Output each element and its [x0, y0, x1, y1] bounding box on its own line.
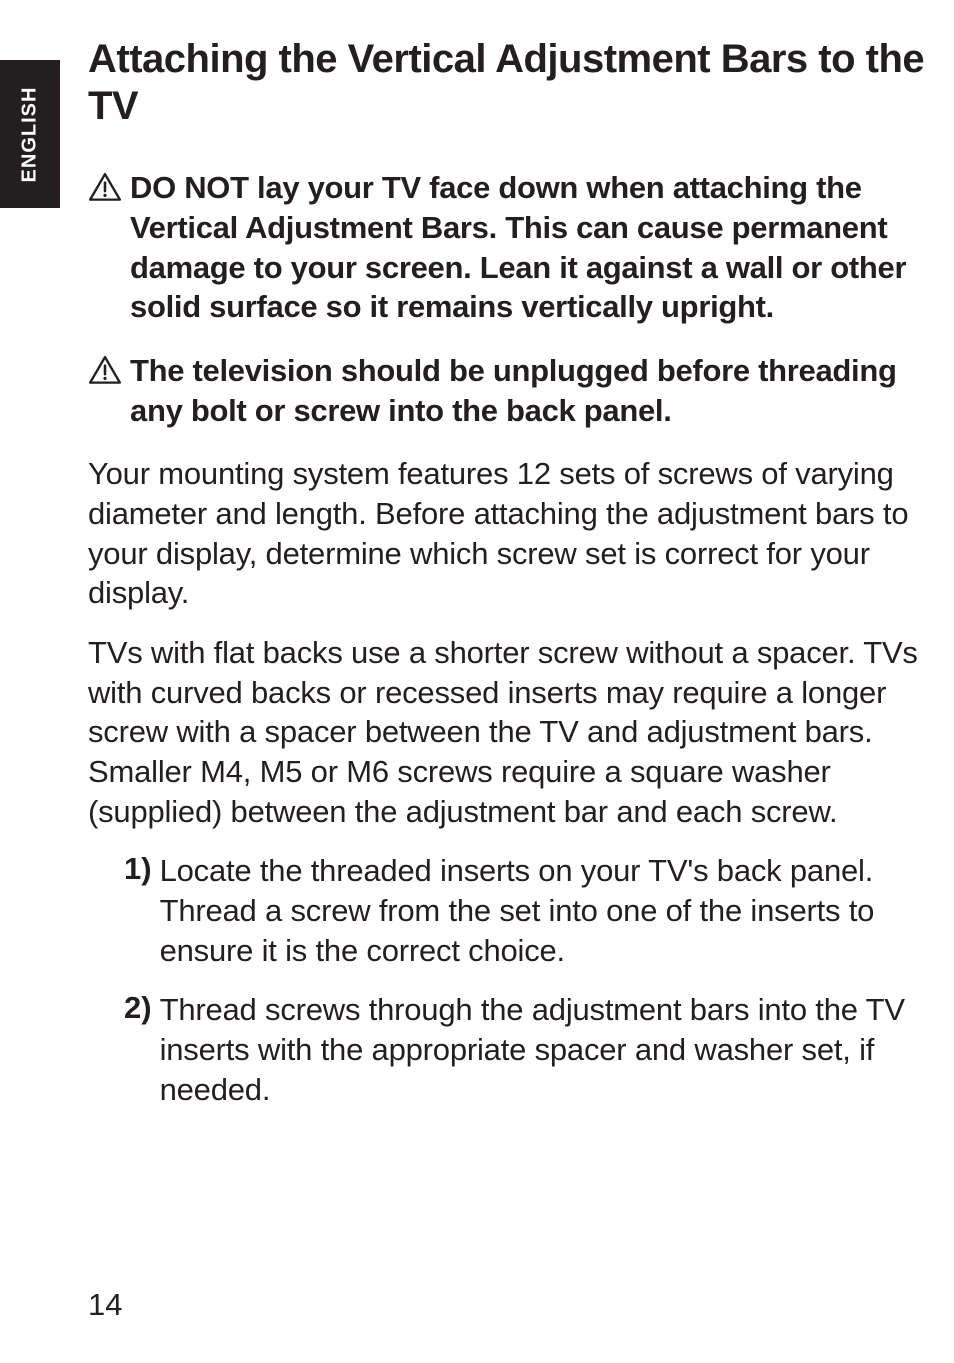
warning-text-1: DO NOT lay your TV face down when attach… — [130, 168, 928, 327]
numbered-list: 1) Locate the threaded inserts on your T… — [124, 851, 928, 1109]
step-text: Locate the threaded inserts on your TV's… — [160, 851, 928, 970]
warning-block-1: DO NOT lay your TV face down when attach… — [88, 168, 928, 327]
warning-block-2: The television should be unplugged befor… — [88, 351, 928, 430]
page-title: Attaching the Vertical Adjustment Bars t… — [88, 36, 928, 130]
body-paragraph-2: TVs with flat backs use a shorter screw … — [88, 633, 928, 831]
language-tab-label: ENGLISH — [19, 86, 42, 182]
body-paragraph-1: Your mounting system features 12 sets of… — [88, 454, 928, 613]
warning-icon — [88, 172, 122, 202]
list-item: 2) Thread screws through the adjustment … — [124, 990, 928, 1109]
page-content: Attaching the Vertical Adjustment Bars t… — [88, 36, 928, 1129]
warning-icon — [88, 355, 122, 385]
step-number: 1) — [124, 851, 152, 970]
language-tab: ENGLISH — [0, 60, 60, 208]
list-item: 1) Locate the threaded inserts on your T… — [124, 851, 928, 970]
step-text: Thread screws through the adjustment bar… — [160, 990, 928, 1109]
warning-text-2: The television should be unplugged befor… — [130, 351, 928, 430]
page-number: 14 — [88, 1287, 122, 1323]
step-number: 2) — [124, 990, 152, 1109]
